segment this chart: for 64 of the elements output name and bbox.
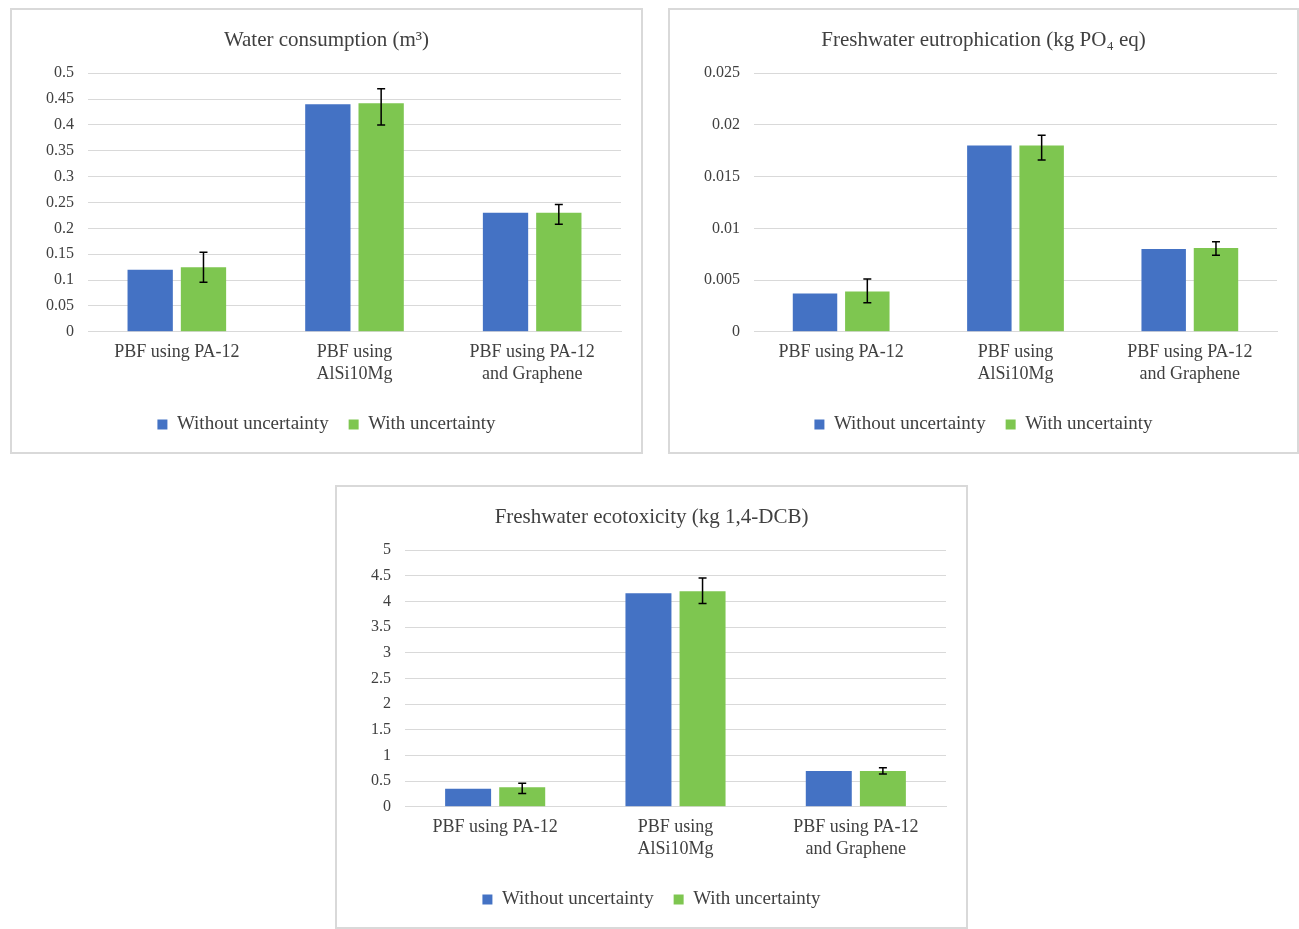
bar [625,593,672,807]
bar [1019,145,1064,332]
legend-label: With uncertainty [368,412,497,434]
y-tick-label: 0.02 [712,115,740,133]
bar [127,269,173,332]
y-tick-label: 4.5 [371,566,391,584]
y-tick-label: 0.2 [54,218,74,236]
bar [679,591,726,807]
bar [358,103,404,332]
x-tick-label: PBF using PA-12 and Graphene [469,341,595,383]
y-tick-label: 5 [383,540,391,558]
bar [180,267,227,332]
legend-label: With uncertainty [1025,412,1154,434]
y-tick-label: 0.5 [54,63,74,81]
bar [967,145,1012,332]
y-tick-label: 0 [383,797,391,814]
x-tick-label: PBF using PA-12 [114,341,240,362]
y-tick-label: 3 [383,643,391,661]
y-tick-label: 0 [66,322,74,339]
y-tick-label: 0 [732,322,740,339]
y-tick-label: 0.015 [704,166,740,184]
bar [482,212,529,332]
bar [536,212,582,332]
y-tick-label: 0.5 [371,771,391,789]
y-tick-label: 0.15 [46,244,74,262]
x-tick-label: PBF using AlSi10Mg [637,816,714,858]
y-tick-label: 0.25 [46,192,74,210]
y-tick-label: 0.05 [46,296,74,314]
x-tick-label: PBF using PA-12 [778,341,904,362]
x-tick-label: PBF using PA-12 and Graphene [793,816,919,858]
bar [859,770,906,807]
bar [792,293,838,332]
legend-label: Without uncertainty [501,887,655,909]
bar [445,788,492,807]
y-tick-label: 0.005 [704,270,740,288]
bar [305,104,351,332]
legend-label: Without uncertainty [176,412,330,434]
y-tick-label: 0.45 [46,89,74,107]
y-tick-label: 1.5 [371,720,391,738]
chart-title: Freshwater eutrophication (kg PO₄ eq) [821,27,1146,52]
y-tick-label: 2.5 [371,668,391,686]
y-tick-label: 0.1 [54,270,74,288]
bar [805,770,852,807]
bar [1193,248,1239,332]
x-tick-label: PBF using AlSi10Mg [316,341,393,383]
legend-label: With uncertainty [693,887,822,909]
bar [845,291,890,332]
legend-label: Without uncertainty [833,412,987,434]
y-tick-label: 3.5 [371,617,391,635]
y-tick-label: 0.35 [46,140,74,158]
y-tick-label: 4 [383,591,391,609]
chart-title: Freshwater ecotoxicity (kg 1,4-DCB) [494,504,809,529]
y-tick-label: 0.3 [54,166,74,184]
y-tick-label: 1 [383,745,391,763]
x-tick-label: PBF using PA-12 [432,816,558,837]
x-tick-label: PBF using AlSi10Mg [977,341,1054,383]
y-tick-label: 0.025 [704,63,740,81]
y-tick-label: 2 [383,694,391,712]
x-tick-label: PBF using PA-12 and Graphene [1127,341,1253,383]
y-tick-label: 0.01 [712,218,740,236]
chart-title: Water consumption (m³) [223,27,430,52]
bar [499,787,546,807]
y-tick-label: 0.4 [54,115,74,133]
bar [1141,249,1186,332]
